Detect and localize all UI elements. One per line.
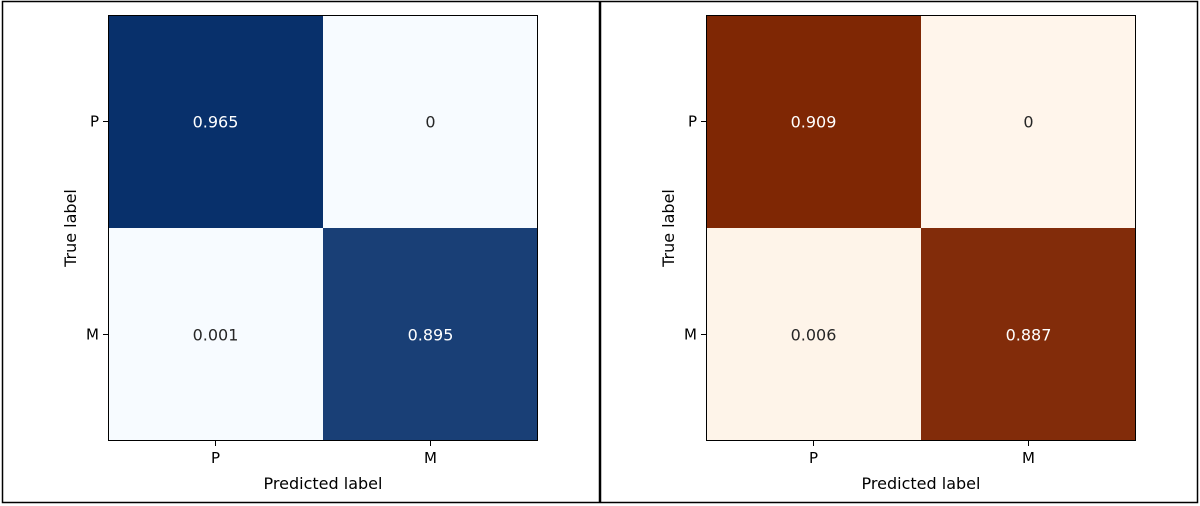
heatmap-cell: [921, 228, 1136, 441]
x-axis-label: Predicted label: [862, 474, 981, 493]
x-tick-label: P: [809, 449, 818, 467]
cell-value-label: 0: [425, 113, 435, 132]
panel-frame: [1, 0, 600, 504]
x-axis-label: Predicted label: [264, 474, 383, 493]
cell-value-label: 0: [1023, 113, 1033, 132]
heatmap-cell: [706, 15, 921, 228]
x-tick-label: M: [1022, 449, 1035, 467]
cell-value-label: 0.887: [1006, 326, 1052, 345]
cell-value-label: 0.001: [193, 326, 239, 345]
confusion-matrix-blue: 0.965 0 0.001 0.895 P M P M Predicted label True …: [1, 0, 600, 504]
panel-frame: [600, 0, 1199, 504]
heatmap-cell: [921, 15, 1136, 228]
cell-value-label: 0.909: [791, 113, 837, 132]
y-axis-label: True label: [61, 189, 80, 268]
y-tick-label: P: [688, 113, 697, 131]
y-axis-label: True label: [659, 189, 678, 268]
plot-border: [706, 15, 1136, 441]
y-tick-label: M: [86, 326, 99, 344]
cell-value-label: 0.965: [193, 113, 239, 132]
heatmap-cell: [323, 15, 538, 228]
heatmap-cell: [323, 228, 538, 441]
cell-value-label: 0.006: [791, 326, 837, 345]
confusion-matrix-orange: 0.909 0 0.006 0.887 P M P M Predicted label True …: [600, 0, 1199, 504]
plot-border: [108, 15, 538, 441]
y-tick-label: P: [90, 113, 99, 131]
heatmap-cell: [108, 228, 323, 441]
x-tick-label: M: [424, 449, 437, 467]
y-tick-label: M: [684, 326, 697, 344]
cell-value-label: 0.895: [408, 326, 454, 345]
heatmap-cell: [108, 15, 323, 228]
heatmap-cell: [706, 228, 921, 441]
x-tick-label: P: [211, 449, 220, 467]
